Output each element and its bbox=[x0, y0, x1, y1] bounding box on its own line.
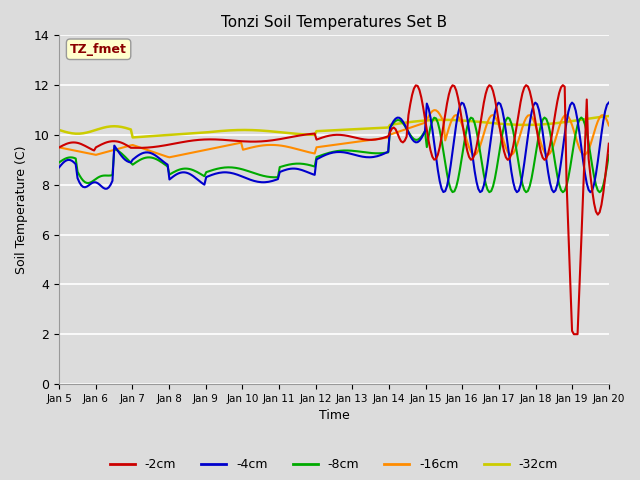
Legend: -2cm, -4cm, -8cm, -16cm, -32cm: -2cm, -4cm, -8cm, -16cm, -32cm bbox=[105, 453, 563, 476]
Text: TZ_fmet: TZ_fmet bbox=[70, 43, 127, 56]
X-axis label: Time: Time bbox=[319, 409, 349, 422]
Y-axis label: Soil Temperature (C): Soil Temperature (C) bbox=[15, 145, 28, 274]
Title: Tonzi Soil Temperatures Set B: Tonzi Soil Temperatures Set B bbox=[221, 15, 447, 30]
